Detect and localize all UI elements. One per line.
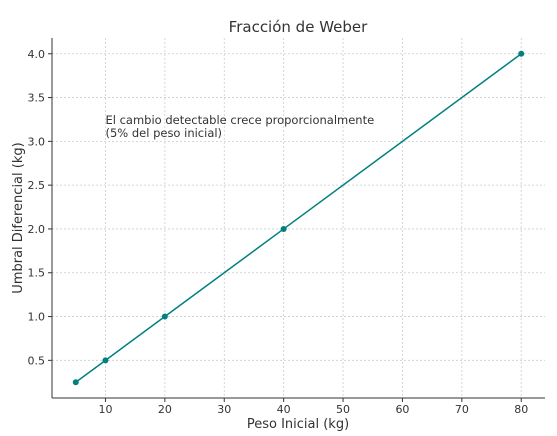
x-tick-label: 60: [395, 403, 409, 416]
x-axis-label: Peso Inicial (kg): [247, 417, 349, 432]
y-tick-label: 3.5: [28, 92, 46, 105]
y-tick-label: 4.0: [28, 48, 46, 61]
data-point: [161, 313, 168, 320]
annotation-layer: El cambio detectable crece proporcionalm…: [105, 113, 374, 140]
y-tick-label: 0.5: [28, 354, 46, 367]
y-tick-label: 3.0: [28, 135, 46, 148]
x-tick-label: 10: [98, 403, 112, 416]
data-point: [280, 225, 287, 232]
y-tick-label: 1.0: [28, 311, 46, 324]
annotation-text: El cambio detectable crece proporcionalm…: [105, 113, 374, 140]
data-point: [518, 50, 525, 57]
x-tick-label: 80: [514, 403, 528, 416]
data-point: [102, 357, 109, 364]
y-tick-label: 2.0: [28, 223, 46, 236]
x-tick-label: 50: [336, 403, 350, 416]
y-tick-label: 1.5: [28, 267, 46, 280]
x-tick-label: 30: [217, 403, 231, 416]
data-point: [72, 379, 79, 386]
chart-title: Fracción de Weber: [229, 18, 368, 36]
series-line: [75, 53, 522, 383]
y-axis-label: Umbral Diferencial (kg): [11, 142, 26, 293]
x-tick-label: 40: [277, 403, 291, 416]
series-layer: [72, 50, 525, 386]
ticks-layer: 10 20 30 40 50 60 70 80 0.5 1.0 1.5 2.0 2.5 3.0 3.5 4.0: [28, 48, 529, 416]
y-tick-label: 2.5: [28, 179, 46, 192]
x-tick-label: 20: [158, 403, 172, 416]
x-tick-label: 70: [455, 403, 469, 416]
